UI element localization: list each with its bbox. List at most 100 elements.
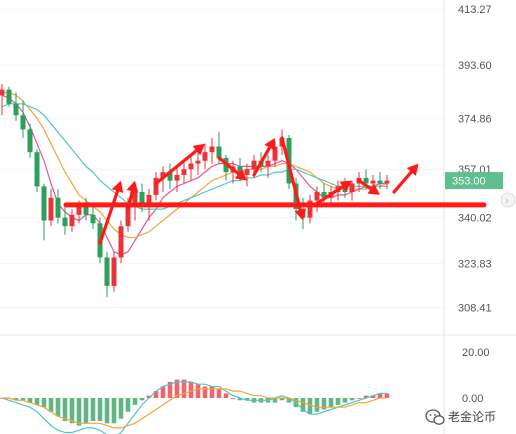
candle bbox=[0, 83, 5, 116]
candle bbox=[174, 166, 180, 193]
candle bbox=[62, 206, 68, 235]
candle bbox=[13, 92, 19, 121]
candle bbox=[349, 180, 355, 201]
macd-bar bbox=[181, 379, 187, 398]
current-price-label: 353.00 bbox=[452, 176, 486, 188]
current-price-tag: 353.00 bbox=[445, 172, 503, 190]
annotation-arrow bbox=[154, 143, 205, 186]
macd-bar bbox=[174, 379, 180, 398]
candle bbox=[118, 220, 124, 264]
macd-bar bbox=[363, 395, 369, 398]
candle bbox=[167, 163, 173, 190]
macd-bar bbox=[272, 398, 278, 403]
macd-bar bbox=[132, 398, 138, 405]
annotation-arrow bbox=[98, 180, 124, 245]
ma-line-2 bbox=[2, 91, 388, 239]
candlesticks bbox=[0, 83, 390, 298]
scroll-handle-icon[interactable]: › bbox=[500, 192, 516, 208]
price-tick-label: 308.41 bbox=[458, 302, 492, 314]
macd-bar bbox=[307, 398, 313, 415]
macd-indicator bbox=[0, 379, 390, 434]
annotations bbox=[63, 136, 487, 245]
macd-bar bbox=[55, 398, 61, 417]
macd-bar bbox=[342, 398, 348, 403]
macd-bar bbox=[195, 384, 201, 398]
macd-bar bbox=[279, 398, 285, 401]
candle bbox=[384, 174, 390, 190]
svg-text:›: › bbox=[505, 195, 509, 207]
candle bbox=[223, 155, 229, 181]
price-tick-label: 323.83 bbox=[458, 259, 492, 271]
macd-bar bbox=[223, 393, 229, 398]
candle bbox=[83, 197, 89, 221]
macd-bar bbox=[167, 381, 173, 398]
ma-line-1 bbox=[1, 94, 387, 256]
candle bbox=[6, 86, 12, 107]
macd-bar bbox=[20, 398, 26, 401]
candle bbox=[48, 189, 54, 227]
macd-bar bbox=[34, 398, 40, 405]
macd-bar bbox=[111, 398, 117, 424]
candle bbox=[188, 155, 194, 181]
macd-dif-line bbox=[1, 381, 387, 434]
macd-bar bbox=[83, 398, 89, 424]
indicator-tick-label: 0.00 bbox=[462, 393, 483, 405]
price-tick-label: 374.86 bbox=[458, 113, 492, 125]
macd-bar bbox=[209, 386, 215, 398]
annotation-arrow bbox=[315, 180, 352, 206]
candle bbox=[111, 251, 117, 292]
macd-bar bbox=[153, 391, 159, 398]
macd-bar bbox=[69, 398, 75, 424]
macd-bar bbox=[286, 398, 292, 403]
current-price-tag-box bbox=[445, 172, 503, 190]
macd-bar bbox=[27, 398, 33, 403]
macd-bar bbox=[237, 398, 243, 401]
macd-bar bbox=[349, 398, 355, 401]
macd-bar bbox=[48, 398, 54, 412]
candle bbox=[181, 160, 187, 184]
macd-bar bbox=[384, 393, 390, 398]
macd-bar bbox=[146, 395, 152, 398]
candle bbox=[34, 149, 40, 193]
annotation-arrow bbox=[392, 163, 419, 194]
macd-bar bbox=[328, 398, 334, 408]
moving-average-lines bbox=[1, 91, 388, 256]
candle bbox=[55, 189, 61, 224]
macd-bar bbox=[118, 398, 124, 419]
indicator-tick-label: 20.00 bbox=[462, 347, 490, 359]
candle bbox=[20, 100, 26, 138]
candle bbox=[209, 137, 215, 164]
macd-bar bbox=[97, 398, 103, 421]
candle bbox=[153, 172, 159, 201]
candle bbox=[139, 183, 145, 212]
annotation-arrow bbox=[217, 156, 247, 181]
candle bbox=[244, 163, 250, 187]
macd-bar bbox=[90, 398, 96, 421]
macd-dea-line bbox=[2, 388, 387, 429]
annotation-arrow bbox=[357, 179, 380, 195]
macd-bar bbox=[216, 388, 222, 398]
candle bbox=[41, 183, 47, 241]
candle bbox=[314, 186, 320, 212]
wechat-icon bbox=[425, 409, 445, 425]
macd-bar bbox=[13, 398, 19, 401]
annotation-arrow bbox=[280, 136, 307, 221]
candle bbox=[69, 209, 75, 232]
annotation-arrow bbox=[126, 180, 139, 211]
candle bbox=[195, 152, 201, 175]
macd-bar bbox=[202, 386, 208, 398]
macd-bar bbox=[230, 398, 236, 399]
watermark: 老金论币 bbox=[425, 409, 496, 425]
annotation-arrow bbox=[252, 137, 275, 177]
price-tick-label: 413.27 bbox=[458, 4, 492, 16]
candle bbox=[377, 172, 383, 190]
macd-bar bbox=[125, 398, 131, 412]
candle bbox=[104, 251, 110, 298]
macd-bar bbox=[300, 398, 306, 412]
price-tick-label: 340.02 bbox=[458, 213, 492, 225]
macd-bar bbox=[76, 398, 82, 426]
macd-bar bbox=[139, 398, 145, 401]
macd-bar bbox=[321, 398, 327, 410]
candle bbox=[265, 155, 271, 178]
